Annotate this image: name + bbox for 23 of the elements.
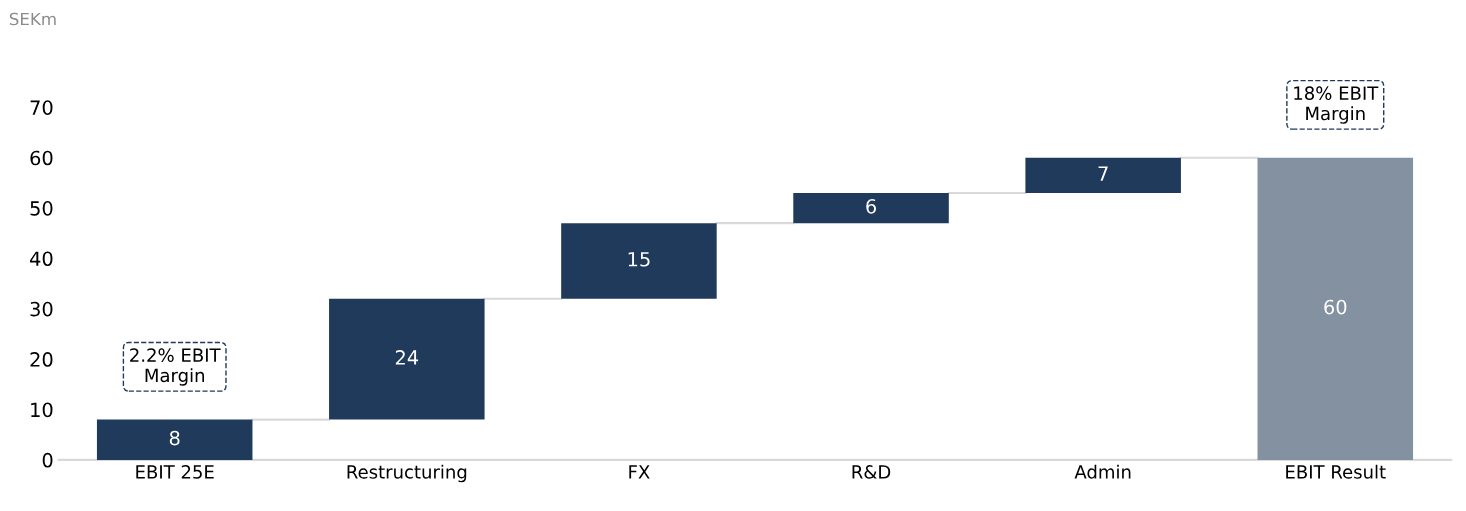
x-tick-label: EBIT Result xyxy=(1286,464,1386,479)
annotation: 2.2% EBIT Margin xyxy=(130,348,221,386)
x-tick-label: EBIT 25E xyxy=(136,465,214,479)
y-tick-label: 10 xyxy=(31,402,53,418)
data-label: 15 xyxy=(628,252,650,267)
y-axis-title: SEKm xyxy=(9,12,56,26)
data-label: 8 xyxy=(169,430,180,446)
x-tick-label: R&D xyxy=(852,465,891,479)
data-label: 60 xyxy=(1324,299,1347,315)
x-tick-label: Admin xyxy=(1074,464,1131,479)
y-tick-label: 0 xyxy=(42,452,53,468)
data-label: 7 xyxy=(1098,166,1108,181)
y-tick-label: 30 xyxy=(30,301,53,317)
annotation: 18% EBIT Margin xyxy=(1294,86,1379,124)
data-label: 6 xyxy=(866,198,877,214)
x-tick-label: FX xyxy=(629,465,650,479)
y-tick-label: 50 xyxy=(30,201,53,216)
y-tick-label: 70 xyxy=(30,100,53,115)
y-tick-label: 20 xyxy=(30,352,53,367)
x-tick-label: Restructuring xyxy=(347,464,467,483)
y-tick-label: 60 xyxy=(30,150,53,166)
data-label: 24 xyxy=(395,350,419,365)
y-tick-label: 40 xyxy=(29,251,53,267)
